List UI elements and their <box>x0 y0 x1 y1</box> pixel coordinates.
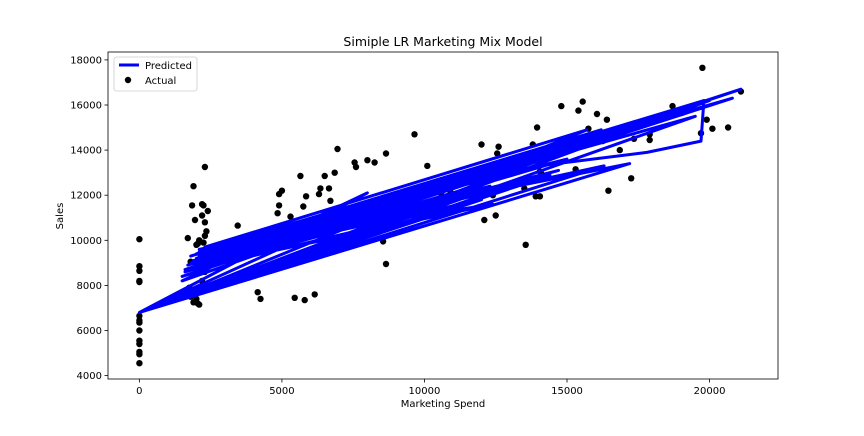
actual-point <box>321 172 328 180</box>
actual-point <box>257 295 264 303</box>
actual-point <box>481 216 488 224</box>
actual-point <box>703 116 710 123</box>
actual-point <box>478 141 485 148</box>
y-tick-label: 12000 <box>70 191 102 202</box>
actual-point <box>605 187 612 194</box>
actual-point <box>669 102 676 110</box>
actual-point <box>136 263 143 270</box>
actual-point <box>274 210 281 217</box>
actual-point <box>136 340 143 348</box>
actual-point <box>699 64 706 72</box>
actual-point <box>492 212 499 219</box>
actual-point <box>352 163 360 171</box>
y-tick-label: 16000 <box>70 100 102 111</box>
actual-point <box>136 236 143 243</box>
actual-point <box>184 234 191 242</box>
actual-point <box>593 110 601 118</box>
actual-point <box>188 202 196 209</box>
predicted-line <box>137 87 743 314</box>
actual-point <box>301 296 308 304</box>
actual-point <box>603 116 611 123</box>
actual-point <box>201 219 209 226</box>
legend-actual-label: Actual <box>145 76 176 87</box>
plot-area <box>136 64 745 367</box>
actual-point <box>300 203 307 210</box>
actual-point <box>371 159 378 166</box>
legend-actual-swatch <box>124 76 132 84</box>
actual-point <box>204 207 211 215</box>
actual-point <box>136 360 143 367</box>
actual-point <box>297 172 304 180</box>
y-tick-label: 8000 <box>77 281 102 292</box>
actual-point <box>234 222 241 229</box>
x-axis-label: Marketing Spend <box>401 399 486 410</box>
actual-point <box>291 294 298 301</box>
actual-point <box>136 278 143 286</box>
actual-point <box>382 260 390 268</box>
actual-point <box>628 175 635 182</box>
actual-point <box>646 136 653 144</box>
y-tick-label: 18000 <box>70 55 102 66</box>
y-tick-label: 4000 <box>77 371 102 382</box>
actual-point <box>334 145 341 153</box>
plot-frame <box>107 51 779 380</box>
x-tick-label: 10000 <box>409 386 441 397</box>
actual-point <box>575 107 582 114</box>
actual-point <box>198 212 206 219</box>
actual-point <box>136 319 143 326</box>
actual-point <box>494 150 501 157</box>
actual-point <box>278 187 286 194</box>
actual-point <box>275 202 283 209</box>
legend-predicted-label: Predicted <box>145 61 192 72</box>
actual-point <box>327 197 334 204</box>
actual-point <box>411 131 418 138</box>
actual-point <box>364 157 371 164</box>
actual-point <box>579 98 586 105</box>
actual-point <box>724 124 732 131</box>
actual-point <box>200 202 207 209</box>
actual-point <box>331 169 338 176</box>
y-tick-label: 10000 <box>70 236 102 247</box>
actual-point <box>315 190 323 198</box>
actual-point <box>191 216 199 224</box>
actual-point <box>522 241 529 248</box>
actual-point <box>325 185 333 192</box>
actual-point <box>201 232 209 239</box>
x-tick-label: 20000 <box>694 386 726 397</box>
actual-point <box>136 267 143 274</box>
actual-point <box>287 213 294 220</box>
actual-point <box>302 193 310 200</box>
actual-point <box>196 301 203 308</box>
actual-point <box>136 312 143 320</box>
actual-point <box>201 163 209 171</box>
y-tick-label: 14000 <box>70 146 102 157</box>
actual-point <box>311 291 318 298</box>
y-tick-label: 6000 <box>77 326 102 337</box>
actual-point <box>254 289 261 296</box>
actual-point <box>136 351 143 358</box>
actual-point <box>616 146 623 154</box>
x-tick-label: 0 <box>136 386 142 397</box>
actual-point <box>136 327 143 334</box>
actual-point <box>709 125 716 132</box>
actual-point <box>533 124 541 131</box>
legend: Predicted Actual <box>113 56 198 92</box>
actual-point <box>495 143 502 150</box>
actual-point <box>558 102 565 110</box>
chart-title: Simiple LR Marketing Mix Model <box>343 34 542 49</box>
actual-point <box>382 150 390 157</box>
actual-point <box>317 185 324 192</box>
x-tick-label: 5000 <box>269 386 294 397</box>
axes: 0 5000 10000 15000 20000 4000 6000 8000 10000 120… <box>70 51 779 397</box>
y-axis-label: Sales <box>55 203 66 230</box>
actual-point <box>200 239 207 246</box>
actual-point <box>190 183 197 190</box>
x-tick-label: 15000 <box>551 386 583 397</box>
actual-point <box>536 193 544 200</box>
actual-point <box>424 162 431 170</box>
